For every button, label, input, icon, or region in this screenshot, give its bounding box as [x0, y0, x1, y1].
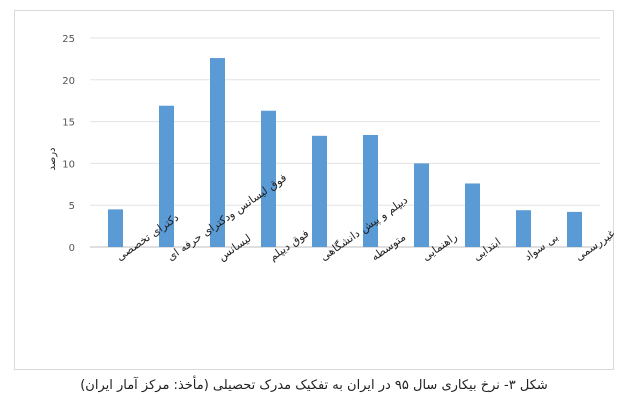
bar	[363, 134, 378, 247]
bar	[465, 183, 480, 247]
y-tick-label: 0	[69, 243, 75, 254]
chart-frame: 0 5 10 15 20 25 دکترای تخصصی فوق لیسانس ودکترا…	[14, 10, 615, 370]
y-axis-ticks: 0 5 10 15 20 25	[62, 34, 75, 254]
bar	[312, 135, 327, 247]
figure-caption: شکل ۳- نرخ بیکاری سال ۹۵ در ایران به تفک…	[80, 378, 548, 393]
y-tick-label: 15	[62, 118, 75, 129]
y-axis-label: درصد	[47, 147, 58, 170]
y-tick-label: 10	[62, 159, 75, 170]
bars	[108, 58, 582, 248]
bar	[567, 211, 582, 247]
bar	[414, 163, 429, 247]
bar	[516, 210, 531, 247]
y-tick-label: 25	[62, 34, 75, 45]
y-tick-label: 20	[62, 76, 75, 87]
y-tick-label: 5	[69, 201, 75, 212]
gridlines	[90, 37, 600, 248]
bar	[159, 105, 174, 247]
bar	[210, 58, 225, 248]
bar	[261, 110, 276, 248]
bar	[108, 209, 123, 247]
